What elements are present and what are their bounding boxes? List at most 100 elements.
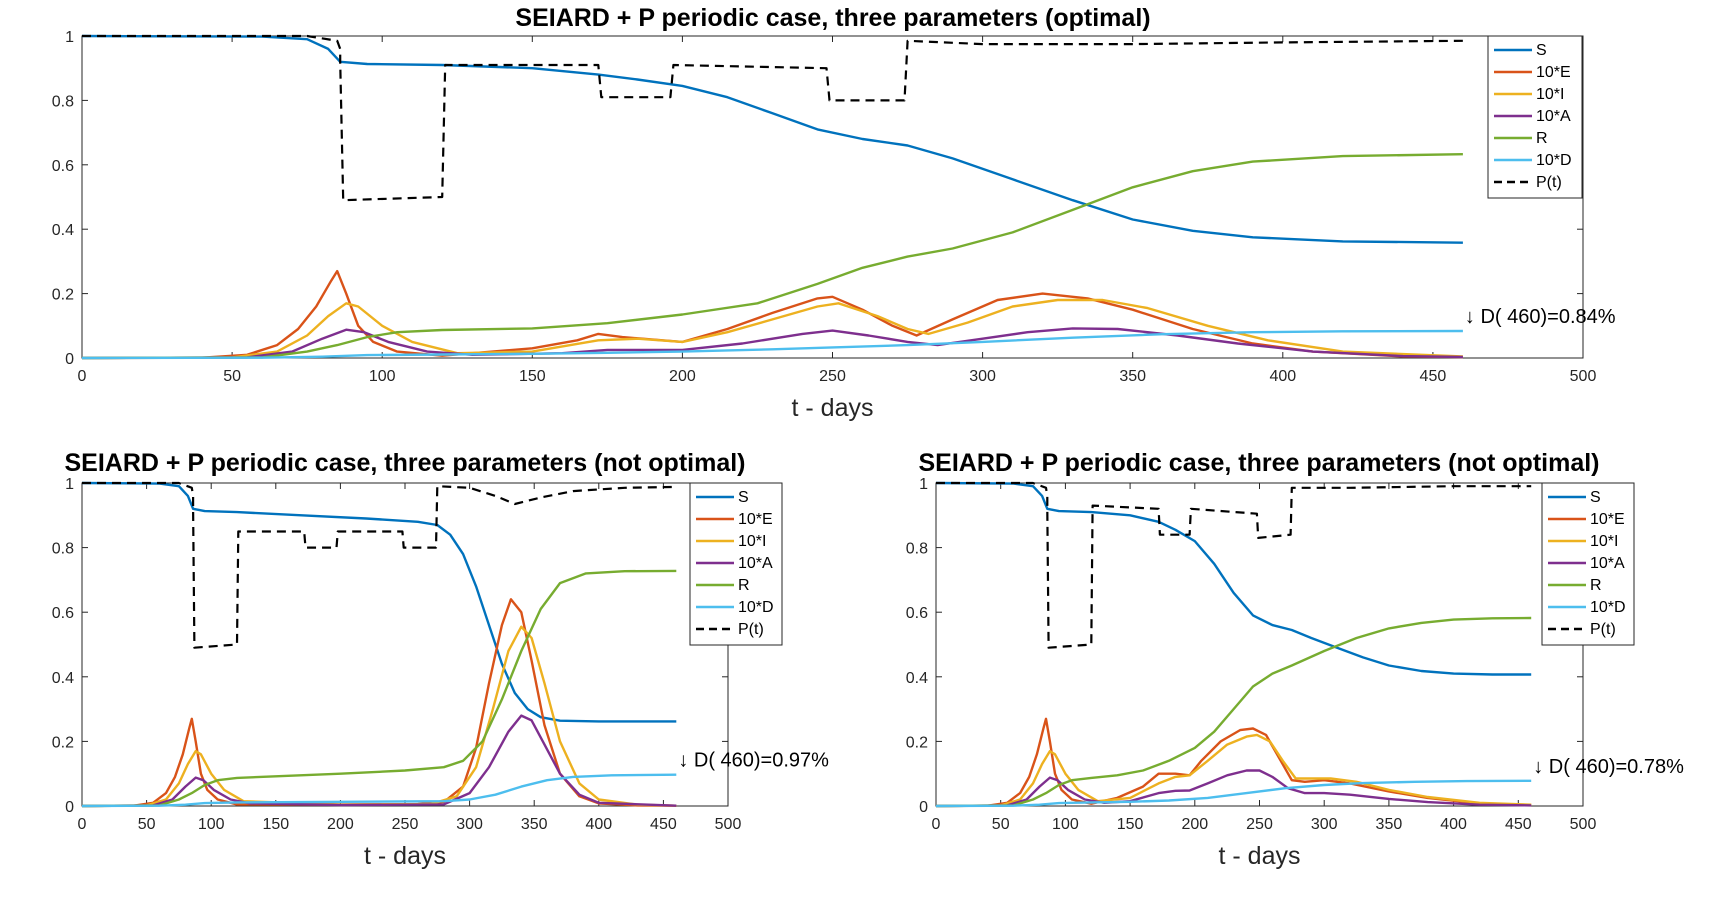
x-tick-label: 400 bbox=[585, 816, 612, 833]
y-tick-label: 0 bbox=[65, 351, 74, 368]
legend-label: R bbox=[738, 577, 750, 594]
chart-not-optimal-left: SEIARD + P periodic case, three paramete… bbox=[52, 449, 829, 870]
legend-label: 10*I bbox=[1536, 86, 1564, 103]
series-line-pt bbox=[936, 481, 1532, 649]
x-tick-label: 50 bbox=[992, 816, 1010, 833]
series-line-10d bbox=[81, 329, 1463, 360]
y-tick-label: 0.4 bbox=[52, 670, 74, 687]
legend-label: 10*E bbox=[1590, 511, 1625, 528]
chart-not-optimal-right: SEIARD + P periodic case, three paramete… bbox=[906, 449, 1684, 870]
annotation-death-rate: ↓ D( 460)=0.78% bbox=[1533, 756, 1684, 778]
x-tick-label: 100 bbox=[1052, 816, 1079, 833]
axes-box bbox=[81, 35, 1584, 359]
legend-label: S bbox=[1590, 489, 1601, 506]
legend-label: 10*A bbox=[1590, 555, 1625, 572]
y-tick-label: 0 bbox=[65, 799, 74, 816]
series-line-r bbox=[935, 616, 1532, 808]
annotation-death-rate: ↓ D( 460)=0.84% bbox=[1465, 306, 1616, 328]
series-line-10e bbox=[81, 598, 677, 808]
legend-label: 10*A bbox=[738, 555, 773, 572]
y-tick-label: 1 bbox=[65, 476, 74, 493]
legend-label: R bbox=[1590, 577, 1602, 594]
y-tick-label: 0.4 bbox=[906, 670, 928, 687]
legend-label: R bbox=[1536, 130, 1548, 147]
legend-label: 10*D bbox=[1590, 599, 1626, 616]
y-tick-label: 0.8 bbox=[906, 541, 928, 558]
x-tick-label: 0 bbox=[78, 368, 87, 385]
legend-label: P(t) bbox=[1536, 174, 1562, 191]
series-line-10e bbox=[935, 717, 1532, 808]
x-tick-label: 0 bbox=[932, 816, 941, 833]
y-tick-label: 0.2 bbox=[52, 287, 74, 304]
series-line-pt bbox=[82, 481, 677, 649]
x-tick-label: 400 bbox=[1269, 368, 1296, 385]
x-tick-label: 500 bbox=[1570, 816, 1597, 833]
chart-title: SEIARD + P periodic case, three paramete… bbox=[515, 4, 1150, 32]
x-tick-label: 250 bbox=[1246, 816, 1273, 833]
series-line-10i bbox=[935, 733, 1532, 808]
x-tick-label: 50 bbox=[138, 816, 156, 833]
series-line-pt bbox=[82, 34, 1463, 202]
series-line-s bbox=[81, 481, 677, 723]
chart-optimal: SEIARD + P periodic case, three paramete… bbox=[52, 4, 1616, 422]
x-tick-label: 150 bbox=[262, 816, 289, 833]
series-line-10i bbox=[81, 625, 677, 808]
x-tick-label: 300 bbox=[969, 368, 996, 385]
series-line-10a bbox=[935, 769, 1532, 808]
annotation-death-rate: ↓ D( 460)=0.97% bbox=[678, 750, 829, 772]
x-tick-label: 250 bbox=[392, 816, 419, 833]
series-line-s bbox=[81, 34, 1463, 244]
legend-label: S bbox=[1536, 42, 1547, 59]
series-line-r bbox=[81, 153, 1463, 360]
legend-label: S bbox=[738, 489, 749, 506]
x-tick-label: 300 bbox=[456, 816, 483, 833]
x-tick-label: 450 bbox=[650, 816, 677, 833]
x-tick-label: 100 bbox=[369, 368, 396, 385]
legend-label: 10*D bbox=[1536, 152, 1572, 169]
legend-label: 10*I bbox=[1590, 533, 1618, 550]
series-line-10a bbox=[81, 714, 677, 808]
x-axis-label: t - days bbox=[792, 394, 874, 422]
x-tick-label: 200 bbox=[327, 816, 354, 833]
legend-label: 10*E bbox=[738, 511, 773, 528]
y-tick-label: 0.2 bbox=[906, 734, 928, 751]
x-tick-label: 450 bbox=[1420, 368, 1447, 385]
y-tick-label: 0.4 bbox=[52, 222, 74, 239]
y-tick-label: 0.6 bbox=[52, 158, 74, 175]
x-tick-label: 400 bbox=[1440, 816, 1467, 833]
x-tick-label: 500 bbox=[715, 816, 742, 833]
axes-box bbox=[935, 482, 1584, 807]
chart-title: SEIARD + P periodic case, three paramete… bbox=[65, 449, 746, 477]
axes-box bbox=[81, 482, 729, 807]
series-line-s bbox=[935, 481, 1532, 676]
x-tick-label: 200 bbox=[1181, 816, 1208, 833]
x-tick-label: 350 bbox=[1376, 816, 1403, 833]
y-tick-label: 0 bbox=[919, 799, 928, 816]
y-tick-label: 1 bbox=[65, 29, 74, 46]
series-line-10d bbox=[81, 773, 677, 808]
y-tick-label: 0.2 bbox=[52, 734, 74, 751]
x-tick-label: 150 bbox=[519, 368, 546, 385]
series-line-10d bbox=[935, 779, 1532, 808]
y-tick-label: 1 bbox=[919, 476, 928, 493]
legend-label: 10*E bbox=[1536, 64, 1571, 81]
x-tick-label: 300 bbox=[1311, 816, 1338, 833]
x-tick-label: 50 bbox=[223, 368, 241, 385]
legend-label: 10*D bbox=[738, 599, 774, 616]
y-tick-label: 0.8 bbox=[52, 93, 74, 110]
x-tick-label: 150 bbox=[1117, 816, 1144, 833]
y-tick-label: 0.6 bbox=[52, 605, 74, 622]
x-axis-label: t - days bbox=[364, 842, 446, 870]
y-tick-label: 0.8 bbox=[52, 541, 74, 558]
x-tick-label: 100 bbox=[198, 816, 225, 833]
legend-label: P(t) bbox=[738, 621, 764, 638]
legend-label: P(t) bbox=[1590, 621, 1616, 638]
x-tick-label: 350 bbox=[521, 816, 548, 833]
legend-label: 10*I bbox=[738, 533, 766, 550]
x-tick-label: 500 bbox=[1570, 368, 1597, 385]
x-tick-label: 450 bbox=[1505, 816, 1532, 833]
legend-label: 10*A bbox=[1536, 108, 1571, 125]
y-tick-label: 0.6 bbox=[906, 605, 928, 622]
chart-title: SEIARD + P periodic case, three paramete… bbox=[919, 449, 1600, 477]
